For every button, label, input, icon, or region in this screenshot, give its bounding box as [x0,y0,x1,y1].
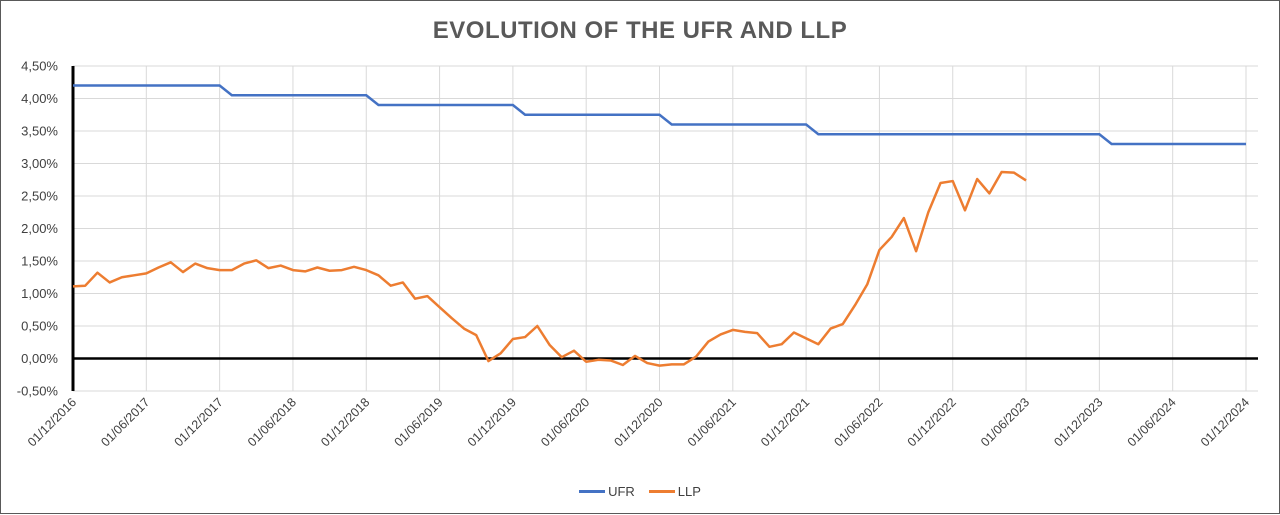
x-axis-ticks: 01/12/2016 01/06/2017 01/12/2017 01/06/2018… [25,395,1252,449]
llp-series-line [72,170,1027,367]
legend-label-llp: LLP [677,484,701,499]
y-tick-label: -0,50% [17,384,59,399]
legend-label-ufr: UFR [608,484,635,499]
y-tick-label: 0,50% [21,319,58,334]
x-tick-label: 01/12/2016 [25,395,79,449]
llp-swatch-icon [648,490,675,493]
x-tick-label: 01/06/2024 [1125,395,1179,449]
x-tick-label: 01/06/2023 [978,395,1032,449]
chart-legend: UFR LLP [1,484,1279,499]
y-tick-label: 0,00% [21,351,58,366]
ufr-series-line [73,84,1246,146]
y-tick-label: 3,00% [21,156,58,171]
x-tick-label: 01/12/2018 [318,395,372,449]
y-tick-label: 1,50% [21,254,58,269]
x-tick-label: 01/06/2022 [831,395,885,449]
x-tick-label: 01/12/2023 [1051,395,1105,449]
x-tick-label: 01/06/2018 [245,395,299,449]
legend-item-ufr: UFR [579,484,635,499]
y-tick-label: 4,50% [21,59,58,74]
ufr-swatch-icon [579,490,606,493]
x-tick-label: 01/06/2019 [392,395,446,449]
x-tick-label: 01/06/2020 [538,395,592,449]
chart-title: EVOLUTION OF THE UFR AND LLP [432,17,848,44]
legend-item-llp: LLP [648,484,701,499]
x-tick-label: 01/12/2019 [465,395,519,449]
x-tick-label: 01/12/2021 [758,395,812,449]
y-tick-label: 2,50% [21,189,58,204]
x-tick-label: 01/12/2020 [611,395,665,449]
x-tick-label: 01/12/2017 [172,395,226,449]
gridlines [72,65,1258,392]
y-tick-label: 4,00% [21,91,58,106]
y-axis-ticks: 4,50% 4,00% 3,50% 3,00% 2,50% 2,00% 1,50% 1,00%… [17,59,59,399]
x-tick-label: 01/12/2024 [1198,395,1252,449]
x-tick-label: 01/12/2022 [905,395,959,449]
y-tick-label: 2,00% [21,221,58,236]
x-tick-label: 01/06/2017 [98,395,152,449]
x-tick-label: 01/06/2021 [685,395,739,449]
y-tick-label: 1,00% [21,286,58,301]
y-tick-label: 3,50% [21,124,58,139]
